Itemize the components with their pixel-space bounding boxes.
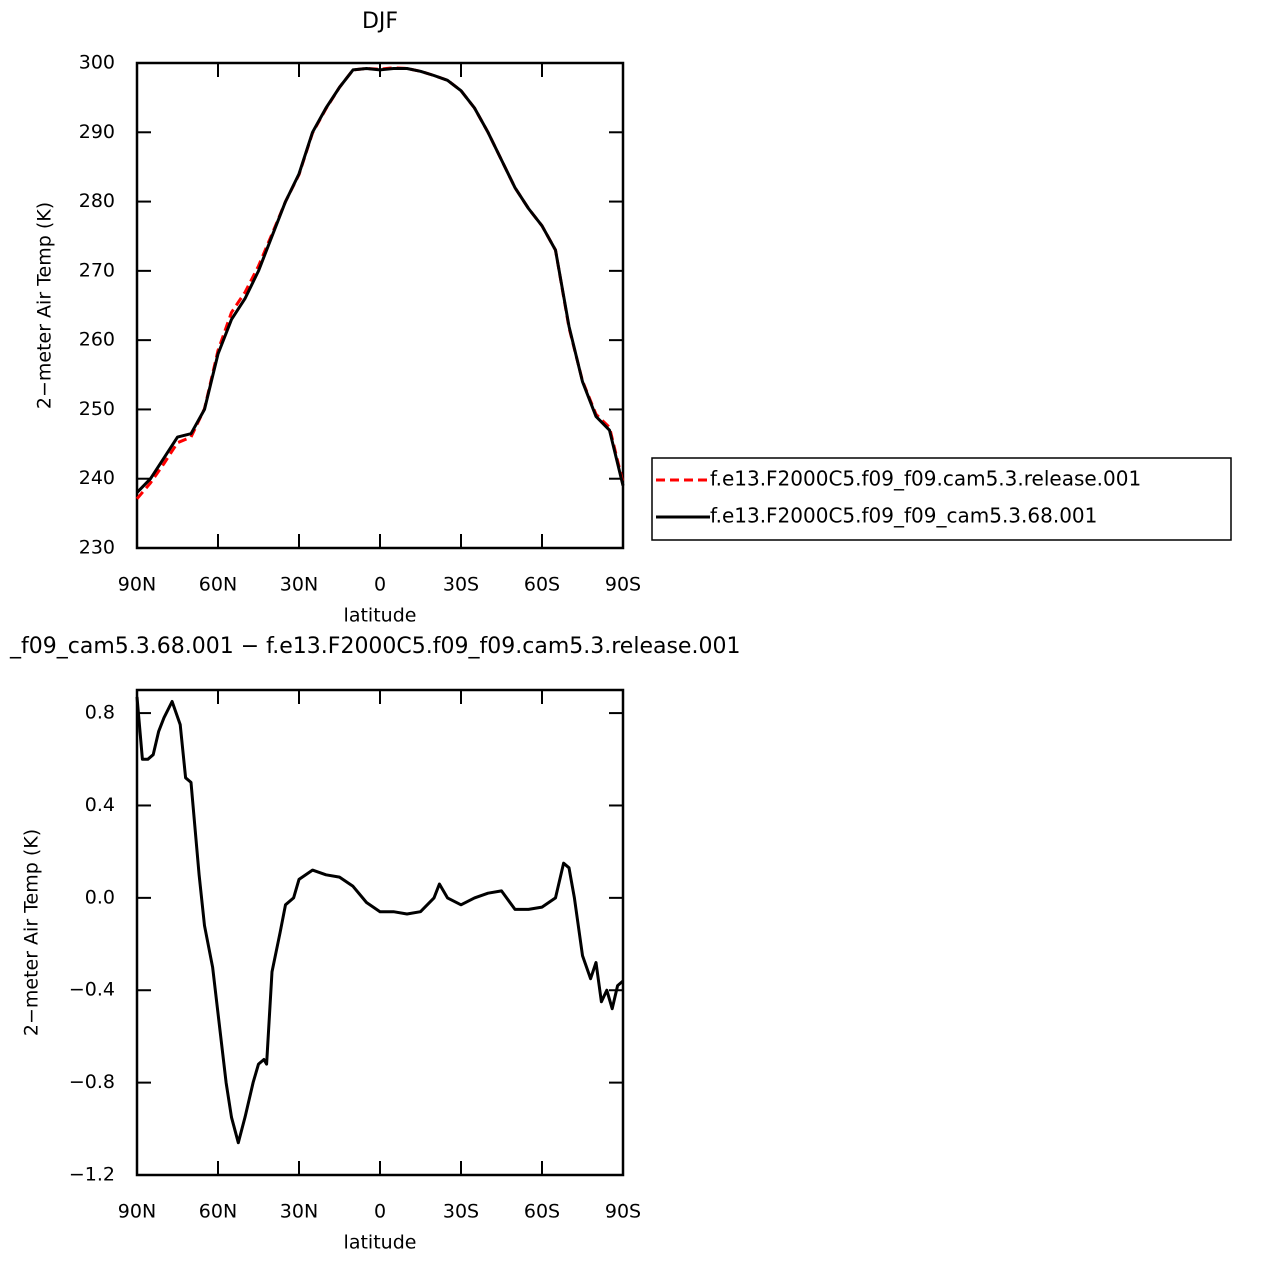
y-tick-label: 240 [79,467,115,489]
x-tick-label: 60N [199,1201,237,1223]
x-tick-label: 30N [280,574,318,596]
x-tick-label: 60S [524,1201,560,1223]
y-tick-label: 230 [79,537,115,559]
y-tick-label: 270 [79,259,115,281]
y-tick-label: 0.4 [85,794,115,816]
x-tick-label: 0 [374,1201,386,1223]
y-axis-label: 2−meter Air Temp (K) [21,829,43,1036]
y-tick-label: 250 [79,398,115,420]
data-line [135,67,625,494]
x-tick-label: 60S [524,574,560,596]
x-tick-label: 90N [118,1201,156,1223]
data-line [135,696,624,1145]
y-tick-label: −0.4 [69,979,115,1001]
x-tick-label: 30S [443,1201,479,1223]
y-tick-label: 0.0 [85,886,115,908]
plot-frame [135,61,625,550]
chart-title: DJF [362,9,398,34]
x-tick-label: 90S [605,574,641,596]
x-tick-label: 90N [118,574,156,596]
legend-label: f.e13.F2000C5.f09_f09.cam5.3.release.001 [710,467,1141,491]
x-tick-label: 30N [280,1201,318,1223]
x-tick-label: 0 [374,574,386,596]
y-tick-label: 260 [79,329,115,351]
legend-box [651,457,1232,541]
data-line [135,66,625,500]
y-tick-label: 280 [79,190,115,212]
legend-label: f.e13.F2000C5.f09_f09_cam5.3.68.001 [710,504,1097,528]
y-axis-label: 2−meter Air Temp (K) [34,202,56,409]
x-axis-label: latitude [344,605,417,627]
x-tick-label: 90S [605,1201,641,1223]
plot-frame [135,688,625,1177]
x-tick-label: 30S [443,574,479,596]
chart-title: _f09_cam5.3.68.001 − f.e13.F2000C5.f09_f… [9,634,740,659]
y-tick-label: 0.8 [85,702,115,724]
y-tick-label: 290 [79,121,115,143]
y-tick-label: −0.8 [69,1071,115,1093]
y-tick-label: 300 [79,52,115,74]
x-axis-label: latitude [344,1232,417,1254]
y-tick-label: −1.2 [69,1164,115,1186]
x-tick-label: 60N [199,574,237,596]
